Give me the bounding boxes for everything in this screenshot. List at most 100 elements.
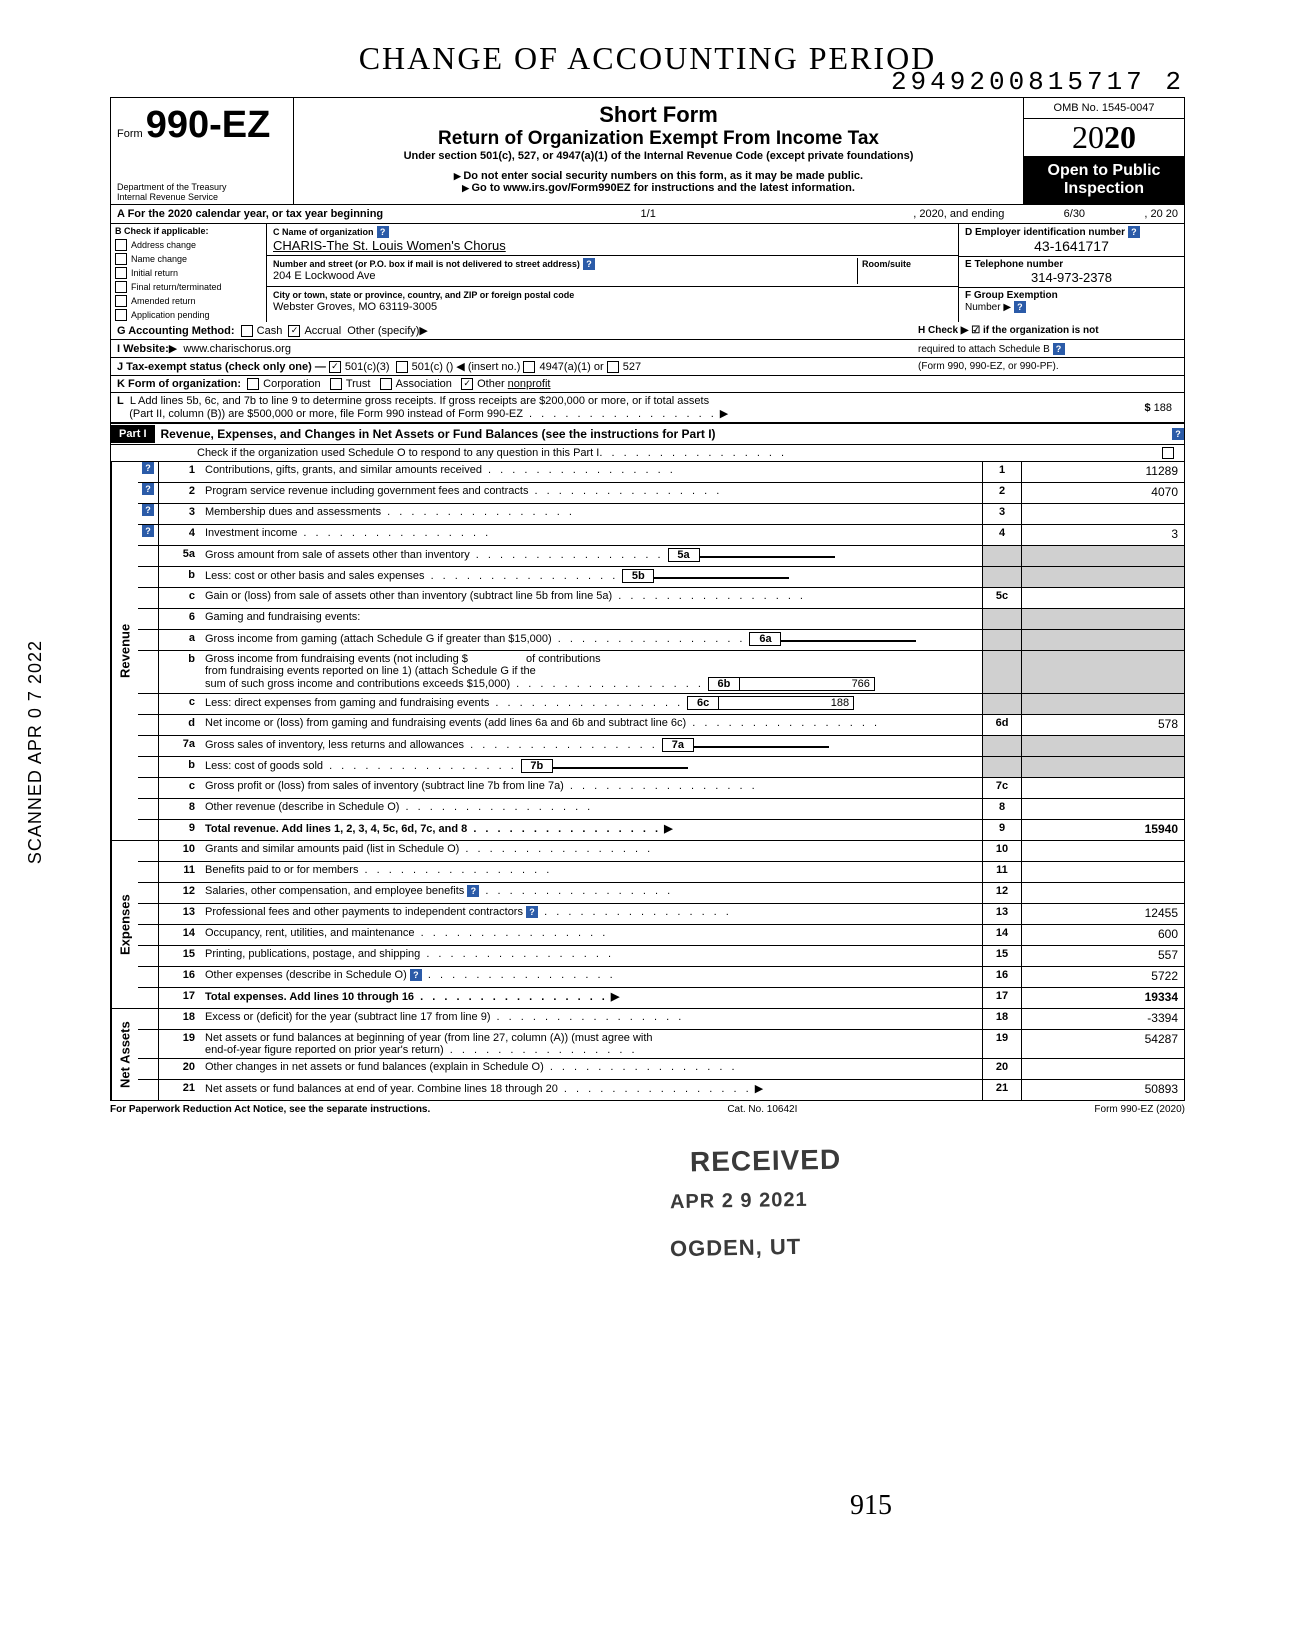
h-label2: required to attach Schedule B [918,344,1050,355]
help-icon[interactable]: ? [142,525,154,537]
checkbox-final-return[interactable] [115,281,127,293]
line-num: c [159,778,201,798]
line-num: 20 [159,1059,201,1079]
help-icon[interactable]: ? [1014,301,1026,313]
col-b: B Check if applicable: Address change Na… [111,224,267,322]
checkbox-cash[interactable] [241,325,253,337]
checkbox-initial-return[interactable] [115,267,127,279]
k-label: K Form of organization: [117,378,241,390]
checkbox-name-change[interactable] [115,253,127,265]
help-icon[interactable]: ? [142,504,154,516]
line-desc: Gaming and fundraising events: [205,611,360,623]
dept-treasury: Department of the Treasury [117,182,227,192]
f-label2: Number [965,302,1001,313]
l-amount: 188 [1154,402,1172,414]
label-501c3: 501(c)(3) [345,361,390,373]
part1-title: Revenue, Expenses, and Changes in Net As… [155,424,1172,444]
open-public-2: Inspection [1026,180,1182,198]
amt-num: 17 [982,988,1022,1008]
checkbox-amended[interactable] [115,295,127,307]
amt-val: 3 [1022,525,1184,545]
checkbox-trust[interactable] [330,378,342,390]
line-num: 11 [159,862,201,882]
line-desc: Professional fees and other payments to … [205,906,523,918]
checkbox-527[interactable] [607,361,619,373]
amt-val: 19334 [1022,988,1184,1008]
amt-val: 12455 [1022,904,1184,924]
checkbox-schedule-o[interactable] [1162,447,1174,459]
line-desc: Gross income from gaming (attach Schedul… [205,633,552,645]
amt-num: 9 [982,820,1022,840]
checkbox-501c3[interactable] [329,361,341,373]
checkbox-pending[interactable] [115,309,127,321]
form-prefix: Form [117,128,143,140]
row-l: L L Add lines 5b, 6c, and 7b to line 9 t… [110,393,1185,423]
line-num: 5a [159,546,201,566]
sub-label: 5a [668,548,700,562]
line-num: 18 [159,1009,201,1029]
line-desc: Total revenue. Add lines 1, 2, 3, 4, 5c,… [205,823,467,835]
line-num: 16 [159,967,201,987]
title-main: Return of Organization Exempt From Incom… [298,128,1019,150]
help-icon[interactable]: ? [1172,428,1184,440]
sub-label: 6b [708,677,740,691]
help-icon[interactable]: ? [583,258,595,270]
amt-num: 14 [982,925,1022,945]
line-desc: Printing, publications, postage, and shi… [205,948,420,960]
part1-label: Part I [111,425,155,443]
label-accrual: Accrual [304,325,341,337]
line-desc: Gross sales of inventory, less returns a… [205,739,464,751]
line-num: 14 [159,925,201,945]
line-desc: Less: direct expenses from gaming and fu… [205,697,489,709]
checkbox-501c[interactable] [396,361,408,373]
checkbox-corp[interactable] [247,378,259,390]
help-icon[interactable]: ? [410,969,422,981]
line-num: b [159,567,201,587]
help-icon[interactable]: ? [142,483,154,495]
subtitle-3: Go to www.irs.gov/Form990EZ for instruct… [298,182,1019,194]
help-icon[interactable]: ? [1128,226,1140,238]
line-desc: Other revenue (describe in Schedule O) [205,801,399,813]
subtitle-2: Do not enter social security numbers on … [298,170,1019,182]
help-icon[interactable]: ? [1053,343,1065,355]
sub-label: 6a [749,632,781,646]
label-cash: Cash [257,325,283,337]
checkbox-4947[interactable] [523,361,535,373]
line-num: 10 [159,841,201,861]
netassets-vertical-label: Net Assets [111,1009,138,1100]
checkbox-assoc[interactable] [380,378,392,390]
line-desc: Net assets or fund balances at end of ye… [205,1083,558,1095]
amt-num: 10 [982,841,1022,861]
amt-num: 12 [982,883,1022,903]
header-right: OMB No. 1545-0047 2020 Open to Public In… [1024,98,1184,204]
amt-num: 16 [982,967,1022,987]
line-desc4: sum of such gross income and contributio… [205,678,510,690]
help-icon[interactable]: ? [467,885,479,897]
sub-val [654,577,789,579]
amt-val [1022,588,1184,608]
checkbox-address-change[interactable] [115,239,127,251]
e-label: E Telephone number [965,259,1063,270]
city-label: City or town, state or province, country… [273,290,574,300]
help-icon[interactable]: ? [526,906,538,918]
amt-num: 7c [982,778,1022,798]
label-final-return: Final return/terminated [131,282,222,292]
footer: For Paperwork Reduction Act Notice, see … [110,1101,1185,1118]
checkbox-accrual[interactable] [288,325,300,337]
amt-num: 5c [982,588,1022,608]
amt-val: 578 [1022,715,1184,735]
line-desc: Excess or (deficit) for the year (subtra… [205,1011,491,1023]
row-k: K Form of organization: Corporation Trus… [110,376,1185,393]
sub-val: 188 [719,696,854,710]
label-insert: ) ◀ (insert no.) [450,360,521,373]
title-short-form: Short Form [298,102,1019,128]
checkbox-other-org[interactable] [461,378,473,390]
amt-val: 600 [1022,925,1184,945]
revenue-vertical-label: Revenue [111,462,138,840]
help-icon[interactable]: ? [377,226,389,238]
help-icon[interactable]: ? [142,462,154,474]
part1-header-row: Part I Revenue, Expenses, and Changes in… [110,423,1185,445]
label-name-change: Name change [131,254,187,264]
line-desc: Investment income [205,527,297,539]
open-public-1: Open to Public [1026,162,1182,180]
